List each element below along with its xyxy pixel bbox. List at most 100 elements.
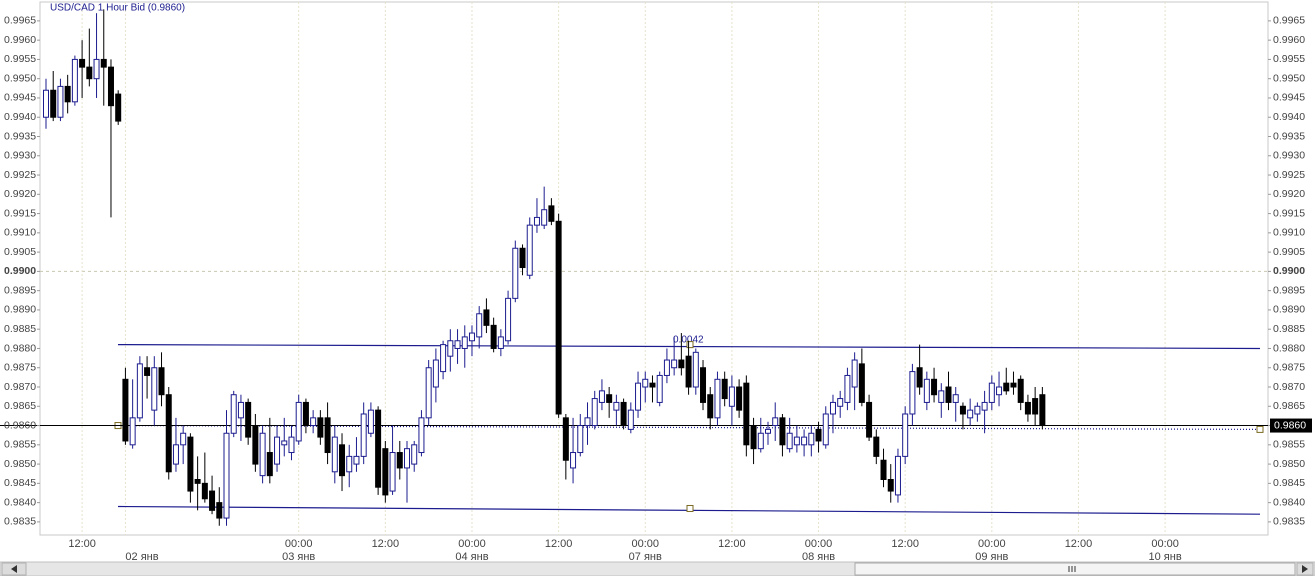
candle-body — [64, 85, 71, 103]
y-tick-label: 0.9855 — [4, 439, 36, 451]
candle-body — [707, 394, 714, 419]
y-tick-label-right: 0.9840 — [1273, 496, 1305, 508]
y-tick-label: 0.9835 — [4, 516, 36, 528]
candle-body — [714, 378, 721, 419]
candle-body — [519, 247, 526, 269]
y-tick-label-right: 0.9870 — [1273, 381, 1305, 393]
channel-handle — [686, 504, 694, 512]
candle-body — [71, 58, 78, 103]
candle-body — [967, 409, 974, 419]
candle-body — [801, 436, 808, 446]
y-tick-label: 0.9960 — [4, 34, 36, 46]
candle-body — [736, 386, 743, 411]
candle-body — [685, 355, 692, 388]
channel-width-label: 0.0042 — [673, 334, 704, 345]
candle-body — [295, 401, 302, 442]
candle-body — [822, 413, 829, 446]
x-tick-label: 00:00 — [631, 538, 659, 550]
x-date-label: 09 янв — [975, 551, 1008, 563]
candle-body — [916, 367, 923, 388]
channel-handle — [1256, 425, 1264, 433]
scrollbar[interactable] — [0, 561, 1315, 576]
candle-body — [613, 401, 620, 411]
candle-body — [310, 417, 317, 427]
candle-body — [461, 336, 468, 349]
candle-body — [743, 382, 750, 446]
candle-body — [1003, 382, 1010, 392]
candle-body — [237, 401, 244, 419]
y-tick-label: 0.9865 — [4, 400, 36, 412]
y-tick-label-right: 0.9940 — [1273, 111, 1305, 123]
x-date-label: 08 янв — [802, 551, 835, 563]
candle-body — [245, 401, 252, 438]
candle-body — [100, 58, 107, 68]
candle-body — [988, 382, 995, 403]
candle-body — [411, 444, 418, 465]
x-tick-label: 00:00 — [458, 538, 486, 550]
candle-body — [772, 417, 779, 427]
candle-body — [512, 247, 519, 299]
candle-body — [786, 432, 793, 450]
y-tick-label-right: 0.9865 — [1273, 400, 1305, 412]
y-tick-label-right: 0.9950 — [1273, 72, 1305, 84]
y-tick-label: 0.9945 — [4, 92, 36, 104]
y-tick-label: 0.9915 — [4, 207, 36, 219]
x-tick-label: 00:00 — [1151, 538, 1179, 550]
y-tick-label-right: 0.9850 — [1273, 458, 1305, 470]
y-tick-label: 0.9920 — [4, 188, 36, 200]
x-tick-label: 12:00 — [372, 538, 400, 550]
x-date-label: 03 янв — [282, 551, 315, 563]
y-tick-label: 0.9925 — [4, 169, 36, 181]
candle-body — [959, 405, 966, 415]
candle-body — [324, 417, 331, 454]
candle-body — [533, 216, 540, 226]
candle-body — [570, 452, 577, 469]
candle-body — [180, 432, 187, 446]
candle-body — [375, 409, 382, 488]
candle-body — [829, 401, 836, 415]
candle-body — [223, 432, 230, 519]
candle-body — [346, 455, 353, 473]
candle-body — [974, 405, 981, 415]
y-tick-label-right: 0.9885 — [1273, 323, 1305, 335]
candle-body — [230, 394, 237, 434]
x-tick-label: 12:00 — [1065, 538, 1093, 550]
candle-body — [981, 401, 988, 411]
y-tick-label: 0.9870 — [4, 381, 36, 393]
candle-body — [425, 367, 432, 419]
candle-body — [404, 448, 410, 469]
candle-body — [122, 378, 129, 442]
candle-body — [750, 425, 757, 450]
candle-body — [302, 401, 309, 427]
y-tick-label: 0.9880 — [4, 342, 36, 354]
candle-body — [79, 58, 86, 68]
candle-body — [1017, 378, 1024, 403]
candle-body — [757, 432, 764, 450]
candle-body — [902, 413, 909, 457]
candle-body — [577, 425, 584, 454]
y-tick-label: 0.9860 — [4, 419, 36, 431]
candle-body — [331, 436, 338, 473]
candle-body — [873, 436, 880, 457]
y-tick-label: 0.9845 — [4, 477, 36, 489]
candle-body — [266, 452, 273, 477]
candle-body — [129, 417, 136, 446]
y-tick-label-right: 0.9930 — [1273, 150, 1305, 162]
candle-body — [382, 448, 389, 496]
candle-body — [808, 432, 815, 446]
y-tick-label: 0.9950 — [4, 72, 36, 84]
y-tick-label: 0.9840 — [4, 496, 36, 508]
candle-body — [1039, 394, 1046, 427]
candle-body — [996, 386, 1003, 396]
current-price-label: 0.9860 — [1274, 419, 1306, 431]
candle-body — [396, 452, 403, 469]
channel-middle — [117, 424, 1261, 431]
y-tick-label-right: 0.9945 — [1273, 92, 1305, 104]
grip — [1068, 566, 1076, 572]
y-tick-label: 0.9850 — [4, 458, 36, 470]
y-tick-label: 0.9900 — [4, 265, 36, 277]
x-tick-label: 12:00 — [891, 538, 919, 550]
x-date-label: 04 янв — [455, 551, 488, 563]
candle-body — [541, 209, 548, 226]
candle-body — [360, 413, 367, 457]
